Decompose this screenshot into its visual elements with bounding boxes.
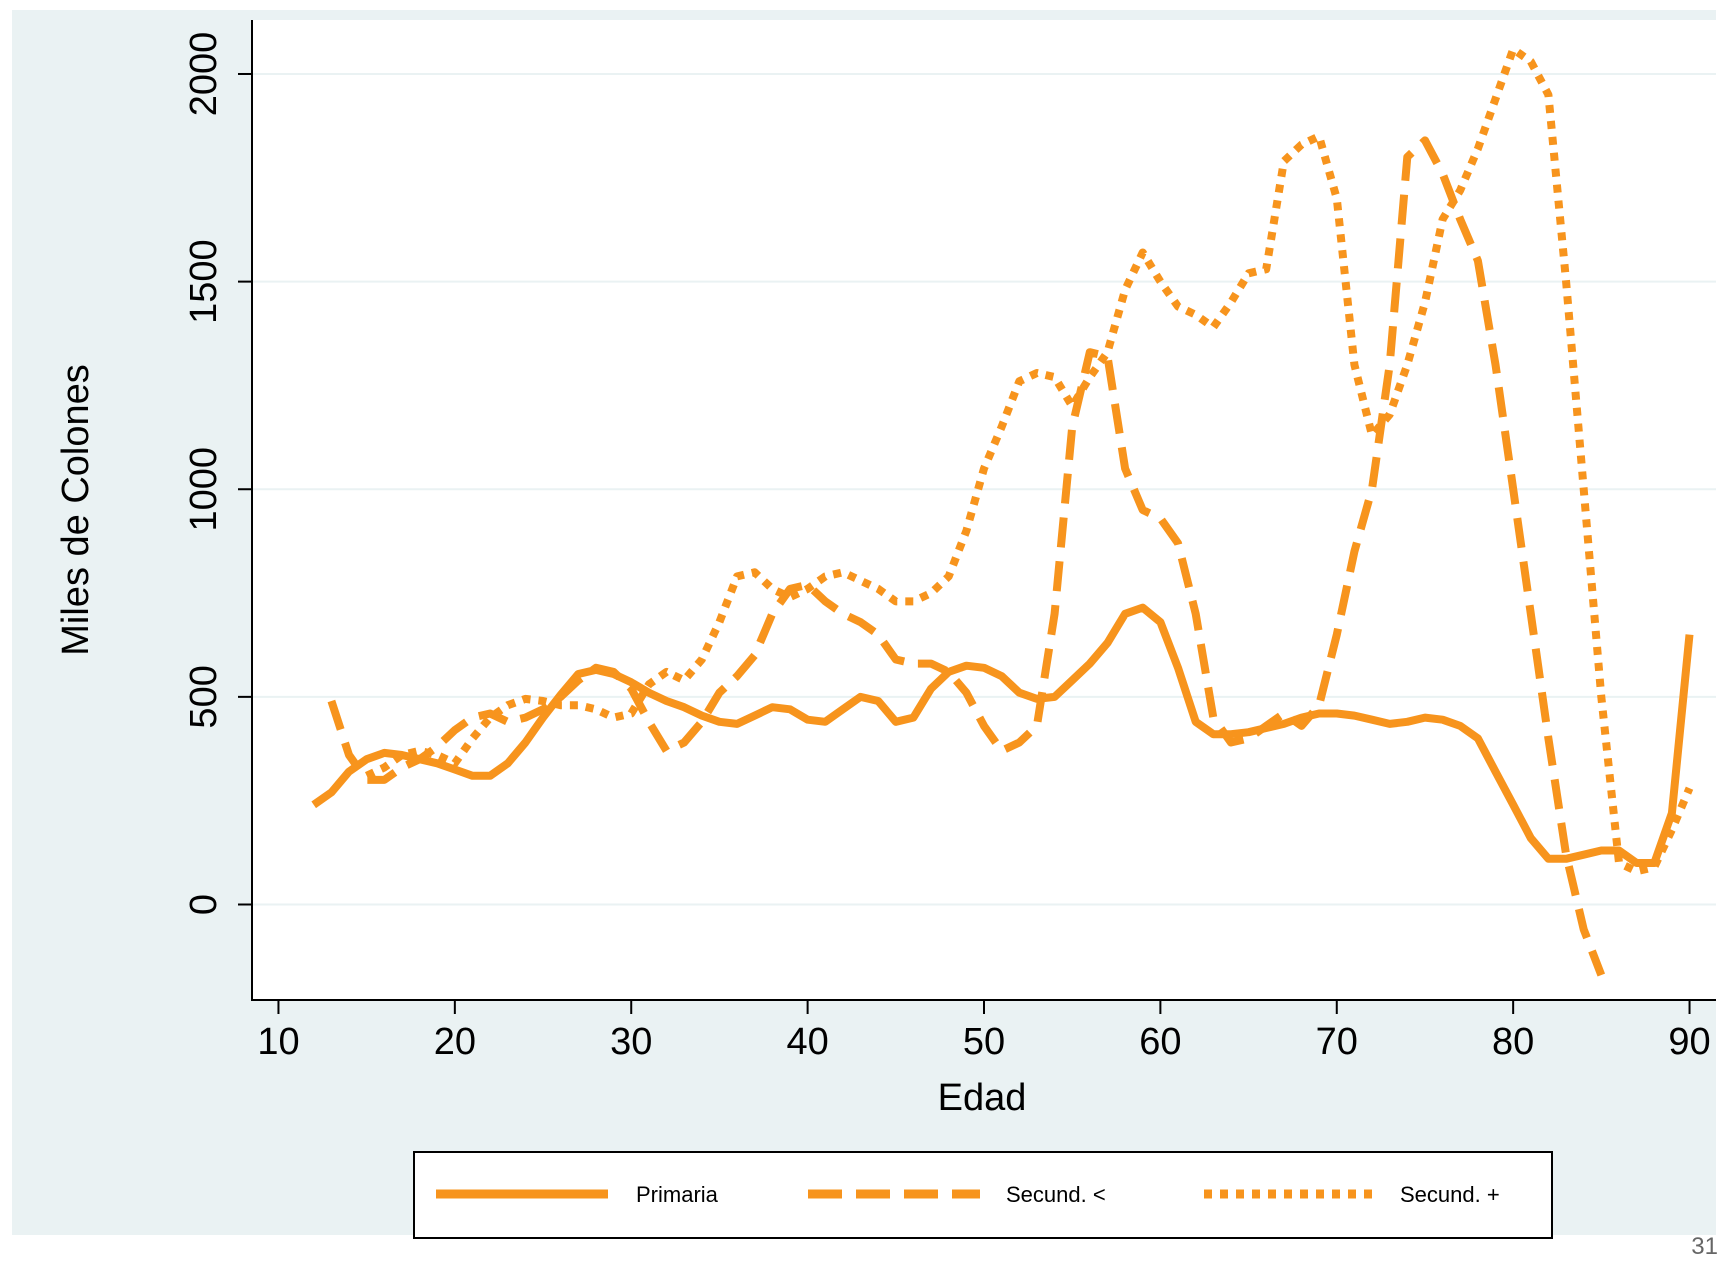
x-axis-title: Edad [938, 1077, 1027, 1119]
ticks: 10 20 30 40 50 60 70 80 90 0 500 1000 1500 2000 [183, 32, 1711, 1063]
x-tick-label-50: 50 [963, 1021, 1005, 1063]
legend-label-secund-mas: Secund. + [1400, 1182, 1500, 1207]
x-tick-label-20: 20 [434, 1021, 476, 1063]
series-group [311, 45, 1694, 977]
x-tick-label-40: 40 [786, 1021, 828, 1063]
x-tick-label-30: 30 [610, 1021, 652, 1063]
plot-area [252, 20, 1716, 1000]
x-tick-label-60: 60 [1139, 1021, 1181, 1063]
y-tick-label-0: 0 [183, 894, 225, 915]
legend: Primaria Secund. < Secund. + [413, 1151, 1553, 1239]
x-tick-label-10: 10 [257, 1021, 299, 1063]
x-tick-label-70: 70 [1316, 1021, 1358, 1063]
x-tick-label-80: 80 [1492, 1021, 1534, 1063]
x-tick-label-90: 90 [1668, 1021, 1710, 1063]
legend-label-secund-menor: Secund. < [1006, 1182, 1106, 1207]
series-line-primaria [311, 603, 1694, 867]
y-tick-label-1000: 1000 [183, 447, 225, 532]
legend-label-primaria: Primaria [636, 1182, 719, 1207]
y-tick-label-2000: 2000 [183, 32, 225, 117]
y-tick-label-1500: 1500 [183, 239, 225, 324]
page-number: 31 [1691, 1233, 1718, 1260]
y-tick-label-500: 500 [183, 665, 225, 728]
series-line-secund-menor [327, 136, 1606, 977]
gridlines [252, 72, 1716, 906]
series-line-secund-mas [364, 45, 1694, 876]
y-axis-title: Miles de Colones [55, 364, 97, 655]
